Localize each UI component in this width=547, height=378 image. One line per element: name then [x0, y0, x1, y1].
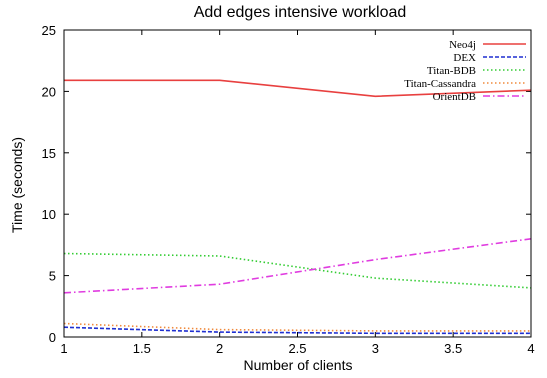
x-tick-label: 3: [372, 341, 379, 356]
y-axis-title: Time (seconds): [9, 137, 25, 233]
series-line-neo4j: [64, 79, 532, 98]
y-tick-label: 0: [49, 330, 56, 345]
series-line-orientdb: [63, 238, 532, 294]
x-tick-label: 1: [60, 341, 67, 356]
x-tick-label: 2: [216, 341, 223, 356]
legend-label-dex: DEX: [453, 52, 476, 64]
y-tick-label: 25: [42, 23, 56, 38]
legend-label-orientdb: OrientDB: [433, 91, 476, 103]
legend-label-neo4j: Neo4j: [449, 39, 476, 51]
x-tick-label: 1.5: [133, 341, 151, 356]
legend-label-titan-bdb: Titan-BDB: [427, 65, 476, 77]
x-tick-label: 3.5: [444, 341, 462, 356]
series-layer: [63, 79, 532, 335]
y-tick-label: 5: [49, 269, 56, 284]
x-tick-label: 4: [527, 341, 534, 356]
axis-ticks: 1 1.5 2 2.5 3 3.5 4 0 5 10 15 20 25: [42, 23, 535, 356]
y-tick-label: 15: [42, 146, 56, 161]
y-tick-label: 10: [42, 207, 56, 222]
plot-frame: [63, 29, 532, 338]
chart-title: Add edges intensive workload: [194, 4, 407, 21]
series-line-titan-bdb: [63, 252, 532, 289]
x-tick-label: 2.5: [288, 341, 306, 356]
legend-label-titan-cassandra: Titan-Cassandra: [404, 78, 476, 90]
series-line-titan-cassandra: [63, 322, 531, 332]
x-axis-title: Number of clients: [244, 357, 353, 373]
y-tick-label: 20: [42, 84, 56, 99]
